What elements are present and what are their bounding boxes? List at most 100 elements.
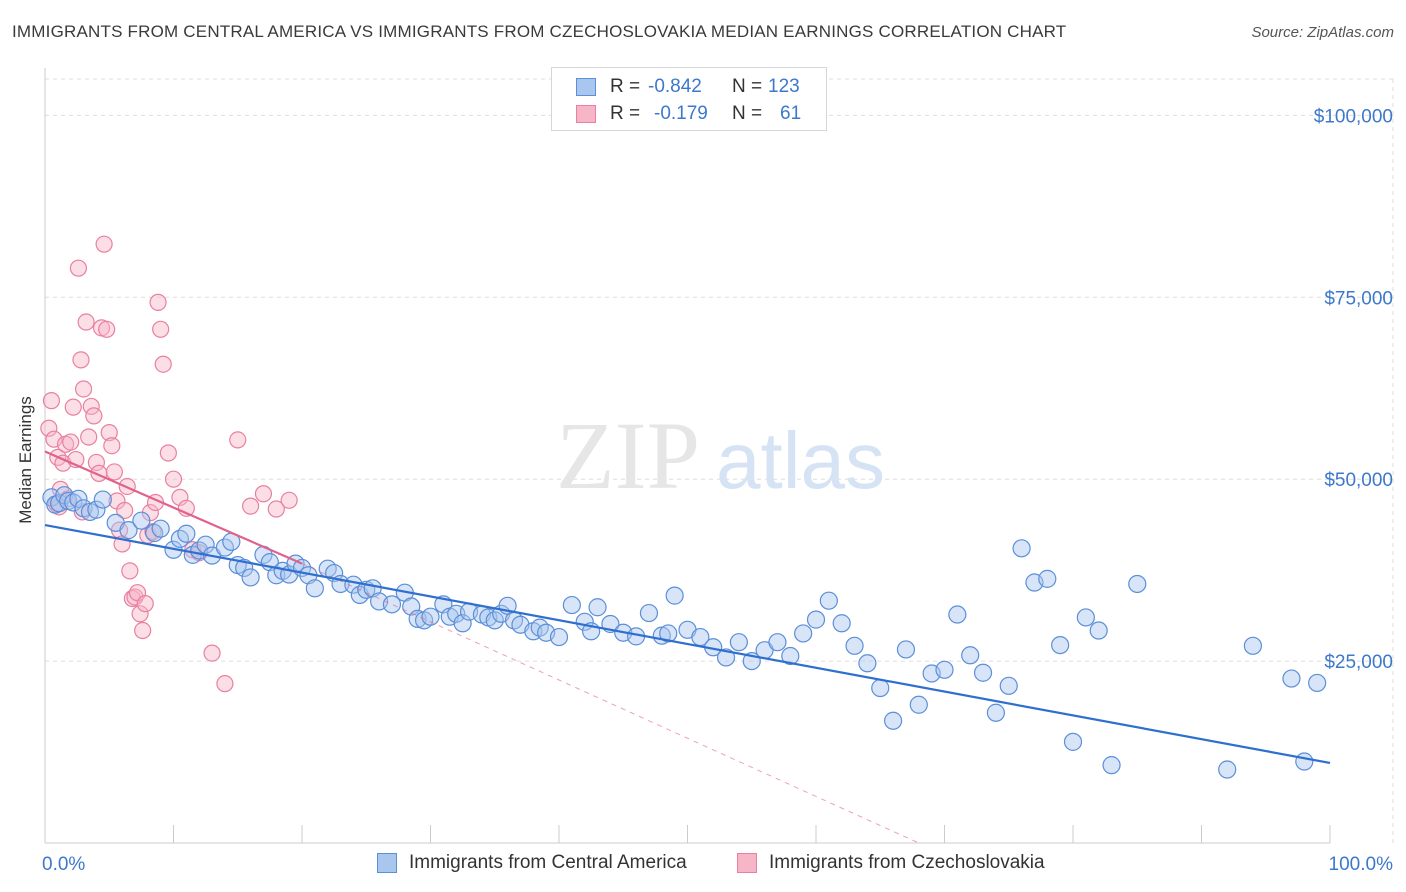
czechoslovakia-point [164, 470, 183, 488]
czechoslovakia-point [77, 313, 95, 331]
central-america-point [1308, 673, 1327, 693]
legend-r-value: -0.842 [648, 76, 702, 97]
trend-lines [44, 450, 1331, 844]
central-america-point [177, 524, 196, 543]
y-tick-label: $50,000 [1324, 470, 1393, 491]
central-america-point [93, 490, 112, 509]
central-america-point [1243, 636, 1263, 655]
czechoslovakia-point [159, 444, 177, 462]
central-america-point [806, 610, 826, 629]
czechoslovakia-point [280, 491, 298, 509]
x-tick-label-min: 0.0% [42, 854, 85, 875]
central-america-point [1076, 608, 1095, 627]
czechoslovakia-point [267, 500, 285, 518]
correlation-legend: R = -0.842 N = 123 R = -0.179 N = 61 [551, 67, 827, 131]
y-axis-label: Median Earnings [16, 396, 35, 524]
czechoslovakia-trend-line [44, 450, 303, 565]
central-america-point [132, 511, 151, 530]
central-america-point [1102, 756, 1121, 775]
czechoslovakia-point [136, 595, 154, 613]
central-america-point [1295, 752, 1314, 771]
czechoslovakia-point [72, 351, 90, 369]
chart-title: IMMIGRANTS FROM CENTRAL AMERICA VS IMMIG… [12, 22, 1067, 41]
bottom-legend-label: Immigrants from Czechoslovakia [769, 852, 1045, 873]
czechoslovakia-point [87, 453, 106, 472]
czechoslovakia-points [40, 235, 298, 693]
legend-swatch-blue [576, 78, 596, 96]
czechoslovakia-point [154, 355, 172, 373]
central-america-point [935, 660, 954, 679]
axes [44, 68, 1331, 844]
watermark-atlas: atlas [716, 416, 885, 505]
czechoslovakia-point [98, 320, 116, 338]
central-america-point [973, 663, 993, 682]
legend-r-label: R = [610, 103, 641, 124]
central-america-point [485, 611, 504, 630]
central-america-point [639, 603, 659, 623]
czechoslovakia-point [152, 320, 170, 338]
czechoslovakia-point [203, 644, 221, 662]
central-america-point [896, 640, 916, 659]
central-america-point [588, 598, 607, 617]
czechoslovakia-point [134, 621, 152, 640]
legend-n-value: 123 [768, 76, 800, 97]
legend-n-label: N = [732, 103, 763, 124]
czechoslovakia-point [103, 437, 121, 455]
central-america-point [1051, 635, 1070, 655]
central-america-point [819, 591, 838, 610]
legend-r-label: R = [610, 76, 641, 97]
central-america-point [1218, 760, 1237, 779]
central-america-point [948, 605, 967, 624]
czechoslovakia-point [42, 392, 61, 410]
czechoslovakia-point [254, 485, 273, 503]
central-america-trend-line [44, 523, 1331, 765]
central-america-point [781, 646, 800, 666]
y-tick-label: $100,000 [1314, 106, 1393, 127]
central-america-point [832, 614, 851, 633]
czechoslovakia-point [242, 497, 260, 515]
source-label: Source: ZipAtlas.com [1251, 24, 1394, 41]
central-america-point [69, 489, 88, 508]
central-america-point [549, 627, 569, 647]
central-america-point [716, 648, 736, 667]
central-america-point [871, 678, 890, 698]
central-america-point [909, 695, 928, 714]
czechoslovakia-point [85, 407, 103, 425]
bottom-legend-label: Immigrants from Central America [409, 852, 687, 873]
czechoslovakia-point [62, 433, 80, 451]
czechoslovakia-point [80, 428, 98, 446]
central-america-point [87, 500, 106, 519]
central-america-point [883, 711, 903, 730]
central-america-point [1012, 539, 1031, 558]
czechoslovakia-point [64, 398, 82, 416]
bottom-legend-swatch-blue [377, 853, 397, 873]
legend-swatch-pink [576, 105, 596, 123]
central-america-point [858, 654, 877, 673]
central-america-point [382, 595, 402, 614]
central-america-point [1282, 669, 1301, 688]
central-america-point [986, 703, 1006, 722]
central-america-point [729, 633, 749, 652]
legend-n-value: 61 [780, 103, 802, 124]
czechoslovakia-point [131, 605, 149, 623]
central-america-point [999, 676, 1018, 695]
central-america-point [768, 633, 787, 652]
czechoslovakia-point [40, 419, 58, 437]
central-america-point [196, 535, 215, 554]
central-america-point [1063, 732, 1083, 751]
central-america-point [1089, 621, 1108, 640]
watermark: ZIP atlas [556, 402, 885, 509]
y-tick-label: $75,000 [1324, 288, 1393, 309]
central-america-point [1128, 574, 1147, 594]
central-america-point [665, 586, 684, 605]
central-america-point [421, 607, 440, 626]
czechoslovakia-point [69, 259, 88, 277]
czechoslovakia-point [216, 675, 234, 693]
czechoslovakia-point [100, 424, 118, 442]
central-america-point [961, 646, 980, 665]
bottom-legend-swatch-pink [737, 853, 757, 873]
central-america-point [151, 519, 170, 538]
y-tick-label: $25,000 [1324, 652, 1393, 673]
x-tick-label-max: 100.0% [1329, 854, 1394, 875]
